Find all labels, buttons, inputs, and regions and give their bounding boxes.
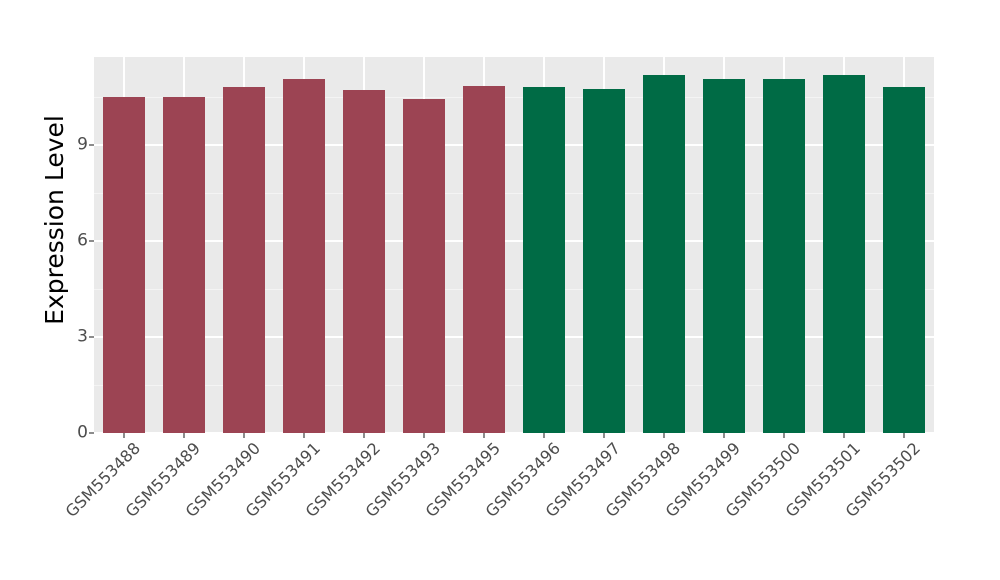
bar bbox=[283, 79, 325, 433]
bar bbox=[703, 79, 745, 433]
bar bbox=[583, 89, 625, 433]
x-axis-tick-mark bbox=[723, 433, 725, 438]
x-axis-tick-mark bbox=[303, 433, 305, 438]
bar bbox=[643, 74, 685, 433]
gridline-major-horizontal bbox=[94, 432, 934, 433]
y-axis-tick-mark bbox=[89, 432, 94, 434]
x-axis-tick-mark bbox=[183, 433, 185, 438]
gridline-major-horizontal bbox=[94, 144, 934, 146]
x-axis-tick-mark bbox=[363, 433, 365, 438]
x-axis-tick-mark bbox=[783, 433, 785, 438]
y-axis-tick-labels: 0 3 6 9 bbox=[52, 0, 88, 580]
bar bbox=[763, 79, 805, 433]
x-axis-tick-mark bbox=[603, 433, 605, 438]
bar bbox=[403, 98, 445, 433]
gridline-major-horizontal bbox=[94, 240, 934, 242]
x-axis-tick-mark bbox=[663, 433, 665, 438]
bar bbox=[223, 87, 265, 433]
y-axis-tick-label: 0 bbox=[77, 422, 88, 443]
y-axis-tick-mark bbox=[89, 336, 94, 338]
x-axis-tick-labels: GSM553488 GSM553489 GSM553490 GSM553491 GSM5… bbox=[62, 439, 954, 570]
bar bbox=[823, 74, 865, 433]
x-axis-tick-marks bbox=[94, 433, 934, 439]
y-axis-tick-label: 9 bbox=[77, 134, 88, 155]
gridline-minor-horizontal bbox=[94, 193, 934, 194]
x-axis-tick-mark bbox=[243, 433, 245, 438]
bar bbox=[343, 89, 385, 433]
gridline-minor-horizontal bbox=[94, 97, 934, 98]
x-axis-tick-mark bbox=[423, 433, 425, 438]
gridline-major-horizontal bbox=[94, 336, 934, 338]
gridline-minor-horizontal bbox=[94, 385, 934, 386]
plot-panel bbox=[94, 57, 934, 433]
x-axis-tick-mark bbox=[543, 433, 545, 438]
bar bbox=[463, 86, 505, 433]
x-axis-tick-mark bbox=[903, 433, 905, 438]
bar bbox=[523, 87, 565, 433]
gridline-minor-horizontal bbox=[94, 289, 934, 290]
bar bbox=[163, 97, 205, 433]
y-axis-tick-marks bbox=[89, 0, 95, 580]
y-axis-tick-mark bbox=[89, 240, 94, 242]
x-axis-tick-mark bbox=[843, 433, 845, 438]
bar bbox=[883, 87, 925, 433]
bar bbox=[103, 97, 145, 433]
y-axis-tick-mark bbox=[89, 144, 94, 146]
x-axis-tick-mark bbox=[123, 433, 125, 438]
y-axis-tick-label: 3 bbox=[77, 326, 88, 347]
y-axis-tick-label: 6 bbox=[77, 230, 88, 251]
x-axis-tick-mark bbox=[483, 433, 485, 438]
